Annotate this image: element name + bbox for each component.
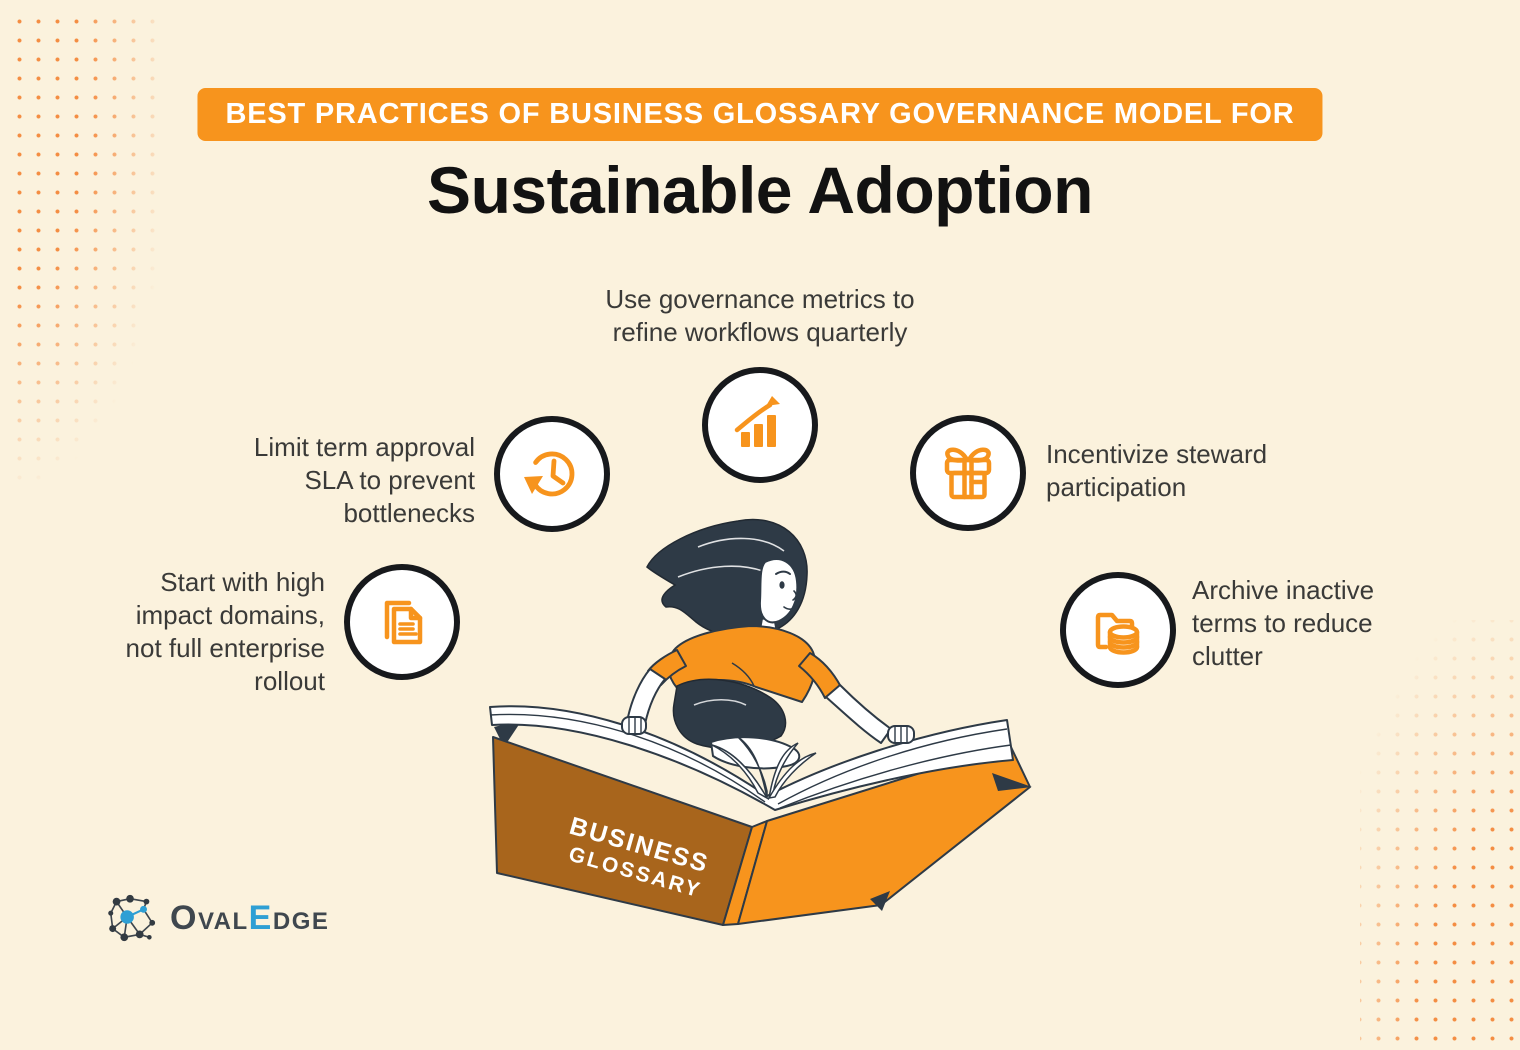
tip-label-sla: Limit term approval SLA to prevent bottl… [253, 432, 475, 529]
history-clock-icon [494, 416, 610, 532]
dot-pattern-top-left [10, 12, 162, 512]
documents-icon [344, 564, 460, 680]
brand-name-suffix: dge [272, 899, 330, 937]
dot-pattern-bottom-right [1360, 620, 1520, 1050]
brand-name: OvalEdge [170, 901, 329, 935]
gift-icon [910, 415, 1026, 531]
brand-logo: OvalEdge [104, 892, 329, 944]
tip-label-domains: Start with high impact domains, not full… [125, 567, 325, 697]
trend-chart-icon [702, 367, 818, 483]
tip-label-metrics: Use governance metrics to refine workflo… [605, 284, 915, 348]
book-reader-illustration: BUSINESS GLOSSARY [489, 518, 1032, 926]
kicker-banner: BEST PRACTICES OF BUSINESS GLOSSARY GOVE… [197, 88, 1323, 141]
brand-name-accent-letter: E [248, 899, 273, 937]
page-title: Sustainable Adoption [427, 153, 1093, 227]
tip-label-incentive: Incentivize steward participation [1046, 439, 1268, 503]
archive-folder-icon [1060, 572, 1176, 688]
ovaledge-network-icon [108, 894, 156, 942]
brand-name-prefix: Oval [170, 899, 249, 937]
tip-label-archive: Archive inactive terms to reduce clutter [1192, 575, 1375, 672]
